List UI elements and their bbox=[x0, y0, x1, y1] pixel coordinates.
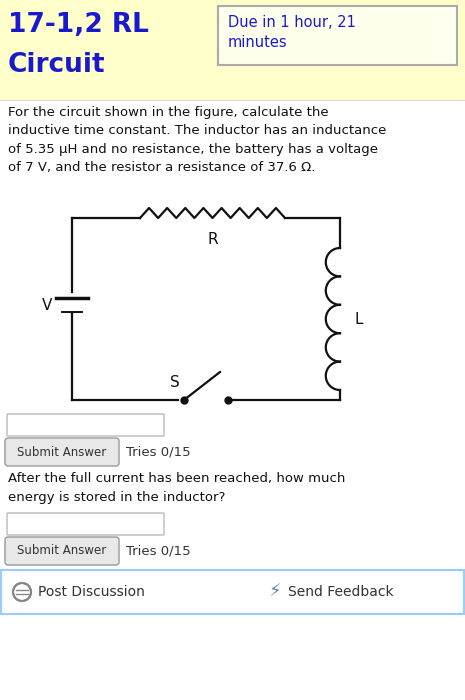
Text: 17-1,2 RL: 17-1,2 RL bbox=[8, 12, 149, 38]
FancyBboxPatch shape bbox=[5, 537, 119, 565]
Text: Tries 0/15: Tries 0/15 bbox=[126, 545, 191, 557]
Text: After the full current has been reached, how much
energy is stored in the induct: After the full current has been reached,… bbox=[8, 472, 345, 503]
Text: ⚡: ⚡ bbox=[268, 583, 280, 601]
Text: S: S bbox=[170, 375, 180, 390]
Text: Send Feedback: Send Feedback bbox=[288, 585, 394, 599]
Text: For the circuit shown in the figure, calculate the
inductive time constant. The : For the circuit shown in the figure, cal… bbox=[8, 106, 386, 174]
FancyBboxPatch shape bbox=[5, 438, 119, 466]
FancyBboxPatch shape bbox=[1, 570, 464, 614]
Text: Submit Answer: Submit Answer bbox=[17, 545, 106, 557]
Text: Due in 1 hour, 21
minutes: Due in 1 hour, 21 minutes bbox=[228, 15, 356, 50]
FancyBboxPatch shape bbox=[218, 6, 457, 65]
Text: Tries 0/15: Tries 0/15 bbox=[126, 445, 191, 458]
Text: V: V bbox=[42, 298, 52, 312]
FancyBboxPatch shape bbox=[0, 100, 465, 700]
Text: Post Discussion: Post Discussion bbox=[38, 585, 145, 599]
FancyBboxPatch shape bbox=[7, 414, 164, 436]
Text: L: L bbox=[354, 312, 363, 326]
Text: Circuit: Circuit bbox=[8, 52, 106, 78]
FancyBboxPatch shape bbox=[0, 0, 465, 100]
Text: R: R bbox=[207, 232, 218, 247]
FancyBboxPatch shape bbox=[7, 513, 164, 535]
Text: Submit Answer: Submit Answer bbox=[17, 445, 106, 458]
